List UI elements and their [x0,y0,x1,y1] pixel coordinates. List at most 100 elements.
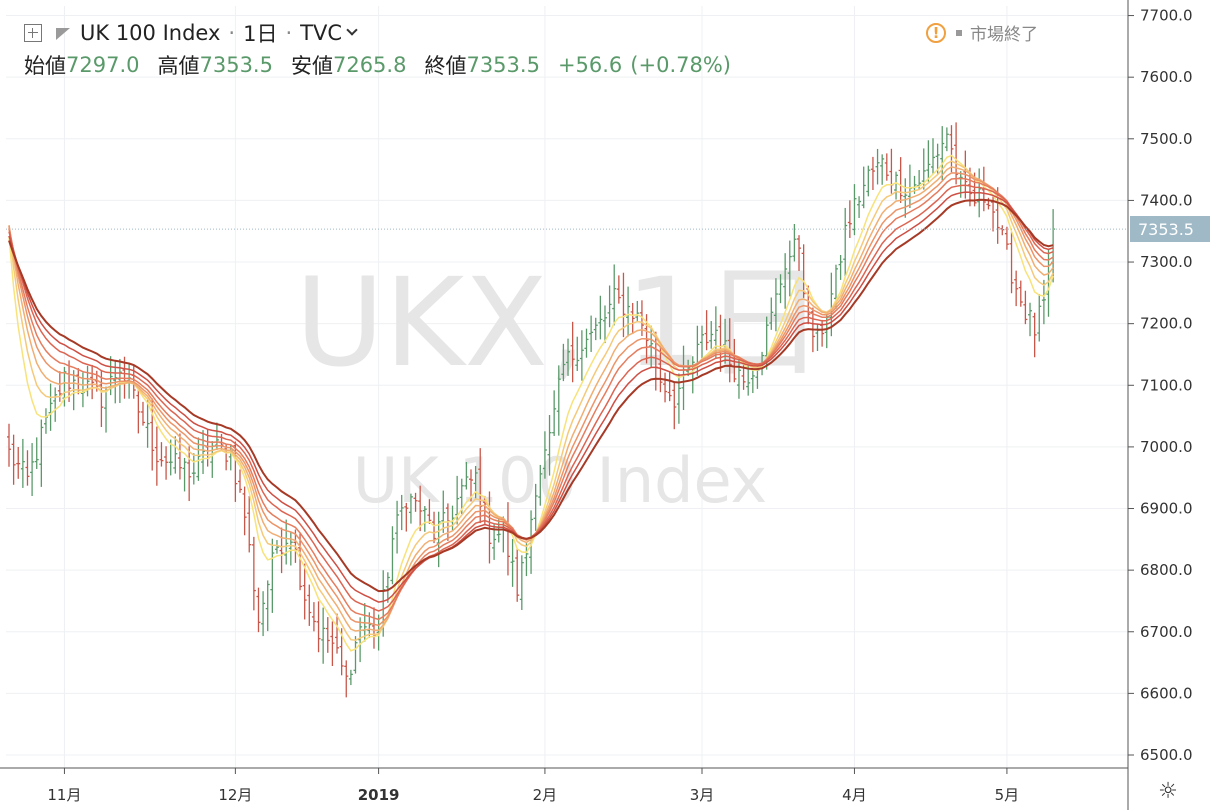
interval-label[interactable]: 1日 [243,22,278,46]
ohlc-bar [1000,225,1005,236]
ohlc-bar [561,343,566,382]
ohlc-bar [34,437,39,470]
ohlc-bar [1004,226,1009,250]
watermark-symbol: UKX, 1日 [295,252,825,394]
y-tick-label: 7200.0 [1140,315,1193,333]
ohlc-bar [177,433,182,480]
x-tick-label: 12月 [218,786,252,804]
ohlc-bar [667,371,672,402]
ohlc-bar [797,235,802,271]
ohlc-bar [385,572,390,603]
y-tick-label: 7300.0 [1140,253,1193,271]
y-tick-label: 7700.0 [1140,7,1193,25]
ohlc-bar [602,305,607,344]
add-symbol-icon[interactable] [24,24,42,42]
ohlc-bar [39,419,44,487]
ohlc-bar [7,423,11,467]
ohlc-bar [270,538,275,613]
ohlc-bar [510,538,515,587]
ohlc-bar [358,617,363,663]
ohlc-bar [704,310,709,351]
y-tick-label: 7600.0 [1140,68,1193,86]
ohlc-bar [773,278,778,332]
ohlc-bar [279,527,284,574]
ohlc-bar [265,580,270,632]
ohlc-bar [575,336,580,371]
settings-gear-icon[interactable]: ☼ [1158,779,1178,804]
ohlc-bar [838,255,843,280]
ohlc-bar [542,431,547,479]
ohlc-bar [556,365,561,436]
ohlc-bar [307,584,312,626]
symbol-name[interactable]: UK 100 Index [80,21,221,45]
ohlc-bar [182,457,187,492]
ohlc-bar [284,519,289,565]
ohlc-bar [321,607,326,664]
ohlc-bar [700,325,704,362]
ohlc-bar [140,401,145,426]
ohlc-bar [1041,279,1046,325]
ohlc-bar [907,164,912,209]
ohlc-bar [11,434,16,485]
ohlc-bar [635,300,640,323]
y-tick-label: 7500.0 [1140,130,1193,148]
exchange-label[interactable]: TVC [300,21,342,45]
symbol-row: UK 100 Index · 1日 · TVC [24,18,358,48]
status-square-icon [956,29,962,36]
ohlc-bar [473,465,478,499]
ohlc-bar [616,275,621,304]
y-tick-label: 7100.0 [1140,376,1193,394]
ohlc-bar [168,439,173,476]
ohlc-bar [566,338,571,376]
ohlc-bar [1018,280,1023,307]
ohlc-bar [783,253,788,309]
ohlc-bar [311,602,316,632]
ohlc-bar [288,531,293,566]
ohlc-bar [787,240,792,297]
warning-icon[interactable]: ! [926,22,946,43]
market-status[interactable]: ! 市場終了 [926,20,1038,45]
x-tick-label: 2019 [358,786,400,804]
ohlc-bar [436,511,441,568]
ohlc-bar [1032,312,1037,358]
ohlc-bar [931,138,935,175]
ohlc-bar [903,178,908,218]
ohlc-bar [593,317,598,341]
ohlc-bar [630,302,635,335]
ohlc-bar [104,386,109,433]
ohlc-bar [866,165,871,197]
ohlc-bar [880,154,885,185]
ohlc-bar [173,436,178,474]
ohlc-bar [325,617,330,653]
ohlc-bar [801,244,806,298]
y-tick-label: 7400.0 [1140,191,1193,209]
ohlc-bar [353,636,358,674]
ohlc-bar [399,494,404,531]
ohlc-bar [621,272,626,338]
ohlc-bar [348,669,353,686]
y-tick-label: 7000.0 [1140,438,1193,456]
ohlc-bar [238,469,242,493]
change-value: +56.6 [557,53,623,77]
ohlc-bar [150,398,155,471]
ohlc-bar [20,438,25,488]
ohlc-bar [843,207,848,277]
ohlc-bar [154,426,159,486]
ohlc-bar [464,461,469,490]
ohlc-bar [99,369,104,427]
flag-icon [56,28,70,40]
ohlc-bar [201,430,206,475]
ma-line [8,166,1054,632]
ohlc-bar [889,148,894,194]
ohlc-bar [607,285,612,328]
ohlc-bar [709,321,714,349]
x-tick-label: 2月 [533,786,558,804]
ohlc-bar [390,526,395,585]
ma-line [8,160,1054,641]
ohlc-bar [90,364,95,400]
chevron-down-icon[interactable] [346,24,358,36]
ohlc-row: 始値 7297.0 高値 7353.5 安値 7265.8 終値 7353.5 +56.… [24,50,749,80]
ohlc-bar [371,607,376,649]
